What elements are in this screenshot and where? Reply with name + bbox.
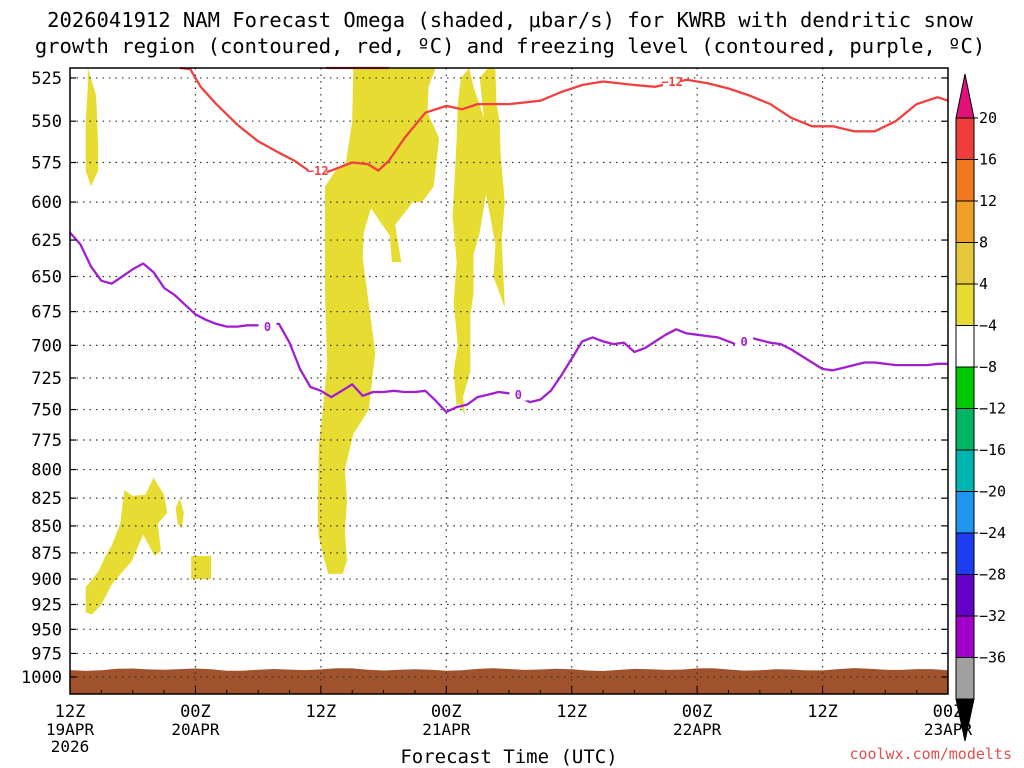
contour-lines: −12 −12 0 0 0 xyxy=(69,66,949,414)
colorbar-swatch-13 xyxy=(955,657,975,700)
freezing-level-0-label-bg xyxy=(258,320,277,333)
x-tick-label-12-l2: 20APR xyxy=(171,720,220,739)
chart-title-line2: growth region (contoured, red, ºC) and f… xyxy=(35,34,985,58)
y-tick-label-775: 775 xyxy=(31,431,62,451)
pressure-axis: 525 550 575 600 625 650 675 700 725 750 775 800 825 8… xyxy=(21,69,948,688)
y-tick-label-800: 800 xyxy=(31,461,62,481)
freezing-level-0-label-bg xyxy=(509,388,528,401)
x-tick-label-48-l1: 12Z xyxy=(556,702,587,722)
x-axis-label: Forecast Time (UTC) xyxy=(400,746,617,768)
colorbar-swatch-3 xyxy=(955,242,975,285)
chart-title-line1: 2026041912 NAM Forecast Omega (shaded, μ… xyxy=(47,8,973,32)
freezing-level-0-label: 0 xyxy=(741,335,748,349)
colorbar-swatch-12 xyxy=(955,615,975,658)
colorbar-label-7: −12 xyxy=(979,400,1006,418)
colorbar-label-13: −36 xyxy=(979,649,1006,667)
x-tick-label-0-l1: 12Z xyxy=(55,702,86,722)
colorbar: 20 16 12 8 4 −4 −8 −12 −16 −20 −24 −28 −32 −36 xyxy=(955,73,1006,742)
colorbar-swatch-5 xyxy=(955,325,975,368)
x-tick-label-60-l2: 22APR xyxy=(673,720,722,739)
colorbar-swatch-1 xyxy=(955,159,975,202)
y-tick-label-825: 825 xyxy=(31,489,62,509)
y-tick-label-850: 850 xyxy=(31,517,62,537)
omega-shading xyxy=(85,68,505,615)
x-tick-label-12-l1: 00Z xyxy=(180,702,211,722)
colorbar-swatch-2 xyxy=(955,200,975,243)
colorbar-swatch-8 xyxy=(955,449,975,492)
y-tick-label-675: 675 xyxy=(31,303,62,323)
colorbar-swatch-11 xyxy=(955,574,975,617)
colorbar-label-2: 12 xyxy=(979,192,997,210)
omega-region-e xyxy=(317,68,439,574)
omega-region-d xyxy=(191,556,212,579)
colorbar-swatch-7 xyxy=(955,408,975,451)
colorbar-label-0: 20 xyxy=(979,109,997,127)
colorbar-top-arrow xyxy=(955,73,975,119)
x-tick-label-72-l1: 12Z xyxy=(807,702,838,722)
y-tick-label-525: 525 xyxy=(31,69,62,89)
colorbar-swatch-4 xyxy=(955,283,975,326)
freezing-level-0-label-bg xyxy=(735,335,754,348)
credit-text: coolwx.com/modelts xyxy=(849,745,1012,763)
colorbar-label-12: −32 xyxy=(979,607,1006,625)
dendritic-growth-minus12-label-bg xyxy=(308,164,327,177)
colorbar-label-4: 4 xyxy=(979,275,988,293)
surface-terrain xyxy=(70,668,948,694)
dendritic-growth-minus12-label-bg xyxy=(663,75,682,88)
y-tick-label-625: 625 xyxy=(31,231,62,251)
omega-region-a xyxy=(85,68,99,187)
colorbar-swatch-0 xyxy=(955,117,975,160)
colorbar-label-10: −24 xyxy=(979,524,1006,542)
plot-frame xyxy=(69,67,949,695)
y-tick-label-575: 575 xyxy=(31,154,62,174)
x-tick-label-0-l2: 19APR xyxy=(46,720,95,739)
x-tick-label-36-l1: 00Z xyxy=(431,702,462,722)
omega-region-b xyxy=(85,477,168,615)
x-tick-label-24-l1: 12Z xyxy=(305,702,336,722)
colorbar-label-9: −20 xyxy=(979,483,1006,501)
y-tick-label-650: 650 xyxy=(31,268,62,288)
grid-lines xyxy=(70,68,948,694)
y-tick-label-925: 925 xyxy=(31,596,62,616)
freezing-level-0-line xyxy=(69,231,948,414)
y-tick-label-750: 750 xyxy=(31,401,62,421)
x-tick-label-0-l3: 2026 xyxy=(51,737,90,756)
y-tick-label-875: 875 xyxy=(31,544,62,564)
colorbar-label-8: −16 xyxy=(979,441,1006,459)
colorbar-label-6: −8 xyxy=(979,358,997,376)
freezing-level-0-label: 0 xyxy=(515,388,522,402)
x-tick-label-84-l2: 23APR xyxy=(924,720,973,739)
dendritic-growth-minus12-line xyxy=(179,66,949,177)
freezing-level-0-label: 0 xyxy=(264,320,271,334)
terrain-layer xyxy=(70,668,948,694)
colorbar-label-1: 16 xyxy=(979,151,997,169)
y-tick-label-950: 950 xyxy=(31,620,62,640)
dendritic-growth-minus12-label: −12 xyxy=(307,164,329,178)
omega-region-f xyxy=(452,68,505,416)
colorbar-label-3: 8 xyxy=(979,234,988,252)
colorbar-swatch-9 xyxy=(955,491,975,534)
colorbar-label-11: −28 xyxy=(979,566,1006,584)
omega-region-c xyxy=(175,498,184,529)
x-tick-label-60-l1: 00Z xyxy=(682,702,713,722)
y-tick-label-725: 725 xyxy=(31,369,62,389)
y-tick-label-1000: 1000 xyxy=(21,668,62,688)
colorbar-swatch-6 xyxy=(955,366,975,409)
y-tick-label-975: 975 xyxy=(31,644,62,664)
dendritic-growth-minus12-label: −12 xyxy=(661,75,683,89)
colorbar-bottom-arrow xyxy=(955,698,975,742)
x-tick-label-36-l2: 21APR xyxy=(422,720,471,739)
y-tick-label-550: 550 xyxy=(31,112,62,132)
colorbar-swatch-10 xyxy=(955,532,975,575)
y-tick-label-600: 600 xyxy=(31,193,62,213)
colorbar-label-5: −4 xyxy=(979,317,997,335)
y-tick-label-900: 900 xyxy=(31,570,62,590)
x-tick-label-84-l1: 00Z xyxy=(933,702,964,722)
y-tick-label-700: 700 xyxy=(31,336,62,356)
